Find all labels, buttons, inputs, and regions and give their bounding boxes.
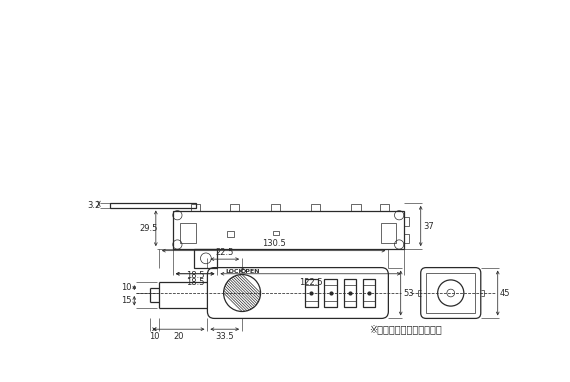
Bar	[311, 204, 320, 210]
Text: 130.5: 130.5	[262, 240, 286, 248]
Text: 10: 10	[149, 332, 160, 340]
Text: 22.5: 22.5	[215, 248, 234, 257]
Bar	[404, 234, 409, 243]
Text: 18.5: 18.5	[186, 278, 205, 286]
Bar	[273, 231, 279, 235]
Text: 45: 45	[500, 288, 511, 298]
Bar	[426, 273, 475, 313]
Text: ※カムの形状は一例です。: ※カムの形状は一例です。	[369, 324, 442, 334]
Text: 53: 53	[403, 288, 414, 298]
Bar	[404, 217, 409, 226]
Text: 29.5: 29.5	[139, 224, 157, 233]
Bar	[192, 204, 201, 210]
Text: 3.2: 3.2	[87, 201, 100, 210]
Bar	[109, 203, 196, 207]
Bar	[381, 223, 396, 243]
Bar	[380, 204, 389, 210]
Text: LOCK: LOCK	[225, 269, 243, 274]
Text: 10: 10	[121, 283, 132, 292]
Bar	[227, 231, 234, 237]
Bar	[305, 279, 317, 307]
Bar	[173, 210, 404, 249]
Bar	[230, 204, 239, 210]
Text: 33.5: 33.5	[215, 332, 234, 340]
Bar	[363, 279, 375, 307]
Bar	[194, 249, 217, 268]
Bar	[344, 279, 356, 307]
Text: 122.5: 122.5	[299, 278, 323, 286]
Text: OPEN: OPEN	[241, 269, 260, 274]
Bar	[181, 223, 196, 243]
Bar	[352, 204, 361, 210]
Text: 18.5: 18.5	[186, 271, 205, 280]
Bar	[324, 279, 337, 307]
Text: 20: 20	[173, 332, 184, 340]
Text: 15: 15	[121, 296, 132, 305]
Text: 37: 37	[423, 222, 434, 230]
Bar	[271, 204, 280, 210]
